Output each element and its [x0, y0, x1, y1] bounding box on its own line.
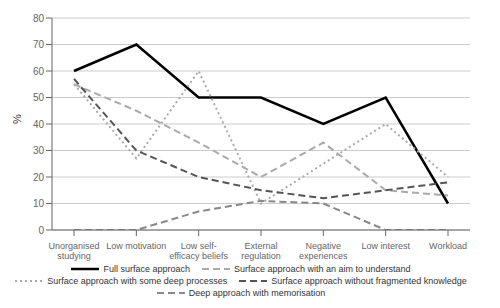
- svg-text:Negativeexperiences: Negativeexperiences: [299, 241, 348, 261]
- svg-text:0: 0: [38, 225, 44, 236]
- svg-text:10: 10: [33, 198, 45, 209]
- svg-text:Low interest: Low interest: [361, 241, 410, 251]
- svg-text:Low motivation: Low motivation: [106, 241, 166, 251]
- svg-text:Externalregulation: Externalregulation: [241, 241, 281, 261]
- svg-text:Unorganisedstudying: Unorganisedstudying: [48, 241, 99, 261]
- svg-text:60: 60: [33, 66, 45, 77]
- html-text:Surface approach without fragm: Surface approach without fragmented know…: [271, 276, 467, 286]
- svg-text:70: 70: [33, 39, 45, 50]
- svg-text:40: 40: [33, 119, 45, 130]
- svg-text:%: %: [11, 114, 23, 124]
- svg-text:Low self-efficacy beliefs: Low self-efficacy beliefs: [169, 241, 228, 261]
- svg-text:50: 50: [33, 92, 45, 103]
- html-text:Surface approach with an aim t: Surface approach with an aim to understa…: [234, 264, 411, 274]
- svg-text:30: 30: [33, 145, 45, 156]
- svg-text:Workload: Workload: [429, 241, 467, 251]
- html-text:Deep approach with memorisatio: Deep approach with memorisation: [188, 288, 326, 298]
- html-text:Surface approach with some dee: Surface approach with some deep processe…: [47, 276, 228, 286]
- svg-text:20: 20: [33, 172, 45, 183]
- html-text:Full surface approach: Full surface approach: [103, 264, 190, 274]
- svg-text:80: 80: [33, 13, 45, 24]
